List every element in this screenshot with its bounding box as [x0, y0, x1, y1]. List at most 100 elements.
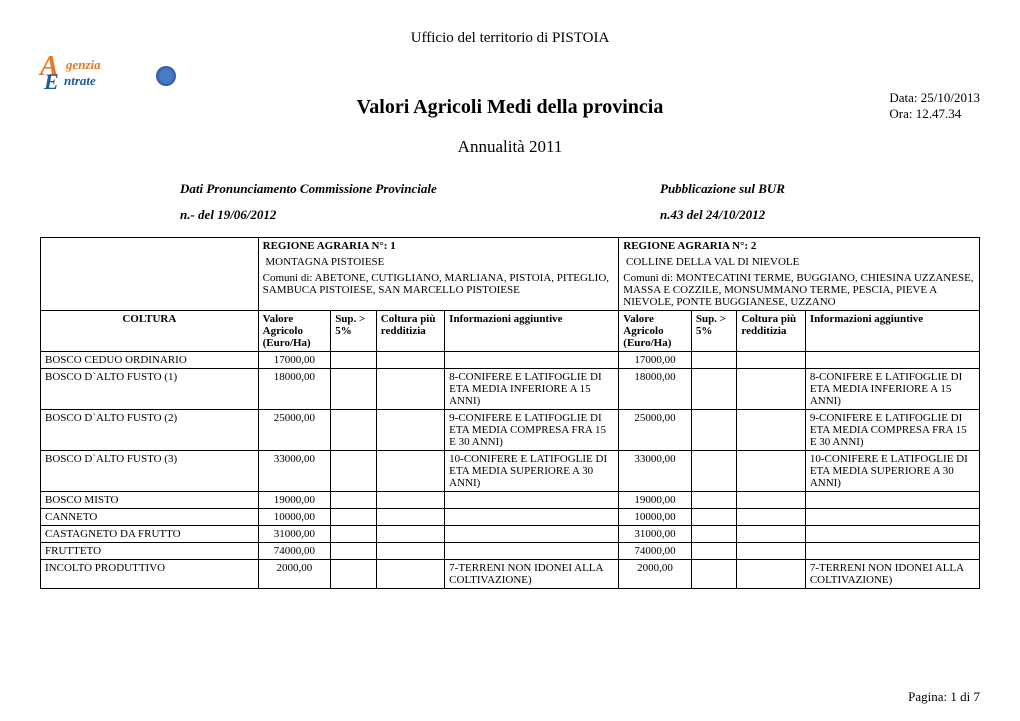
time-label: Ora: 12.47.34 — [889, 106, 980, 122]
cell-info-2 — [805, 543, 979, 560]
cell-sup-2 — [691, 543, 737, 560]
cell-valore-1: 74000,00 — [258, 543, 331, 560]
cell-coltura: BOSCO D`ALTO FUSTO (2) — [41, 410, 259, 451]
cell-info-2 — [805, 352, 979, 369]
cell-info-1 — [445, 509, 619, 526]
cell-valore-1: 19000,00 — [258, 492, 331, 509]
cell-sup-1 — [331, 369, 377, 410]
cell-info-2 — [805, 509, 979, 526]
agenzia-entrate-logo: A genzia E ntrate — [40, 55, 150, 90]
cell-redd-2 — [737, 369, 805, 410]
cell-info-2 — [805, 526, 979, 543]
cell-valore-1: 2000,00 — [258, 560, 331, 589]
cell-info-1 — [445, 543, 619, 560]
region2-name: COLLINE DELLA VAL DI NIEVOLE — [619, 254, 980, 270]
table-row: BOSCO D`ALTO FUSTO (1)18000,008-CONIFERE… — [41, 369, 980, 410]
cell-sup-2 — [691, 410, 737, 451]
cell-valore-1: 33000,00 — [258, 451, 331, 492]
cell-redd-1 — [376, 410, 444, 451]
page-footer: Pagina: 1 di 7 — [908, 689, 980, 705]
cell-info-2: 9-CONIFERE E LATIFOGLIE DI ETA MEDIA COM… — [805, 410, 979, 451]
meta-row-values: n.- del 19/06/2012 n.43 del 24/10/2012 — [40, 207, 980, 223]
cell-info-2: 8-CONIFERE E LATIFOGLIE DI ETA MEDIA INF… — [805, 369, 979, 410]
cell-redd-2 — [737, 509, 805, 526]
logo-letter-e: E — [44, 69, 59, 95]
cell-valore-2: 17000,00 — [619, 352, 692, 369]
cell-sup-1 — [331, 352, 377, 369]
cell-coltura: INCOLTO PRODUTTIVO — [41, 560, 259, 589]
cell-sup-2 — [691, 526, 737, 543]
cell-info-1: 9-CONIFERE E LATIFOGLIE DI ETA MEDIA COM… — [445, 410, 619, 451]
cell-sup-1 — [331, 451, 377, 492]
cell-sup-1 — [331, 509, 377, 526]
cell-valore-2: 19000,00 — [619, 492, 692, 509]
col-valore-1: Valore Agricolo (Euro/Ha) — [258, 311, 331, 352]
cell-redd-2 — [737, 543, 805, 560]
cell-coltura: BOSCO D`ALTO FUSTO (1) — [41, 369, 259, 410]
cell-redd-1 — [376, 369, 444, 410]
col-valore-2: Valore Agricolo (Euro/Ha) — [619, 311, 692, 352]
cell-redd-2 — [737, 352, 805, 369]
state-emblem-icon — [156, 66, 176, 86]
column-headers-row: COLTURA Valore Agricolo (Euro/Ha) Sup. >… — [41, 311, 980, 352]
table-row: BOSCO D`ALTO FUSTO (2)25000,00 9-CONIFERE… — [41, 410, 980, 451]
page-subtitle: Annualità 2011 — [40, 137, 980, 157]
cell-sup-2 — [691, 560, 737, 589]
cell-info-2: 10-CONIFERE E LATIFOGLIE DI ETA MEDIA SU… — [805, 451, 979, 492]
cell-valore-1: 25000,00 — [258, 410, 331, 451]
table-row: BOSCO D`ALTO FUSTO (3)33000,0010-CONIFER… — [41, 451, 980, 492]
cell-redd-2 — [737, 492, 805, 509]
cell-sup-1 — [331, 492, 377, 509]
logo-text-top: genzia — [66, 57, 101, 73]
cell-redd-1 — [376, 560, 444, 589]
office-name: Ufficio del territorio di PISTOIA — [40, 30, 980, 47]
table-row: CASTAGNETO DA FRUTTO31000,0031000,00 — [41, 526, 980, 543]
meta-left-value: n.- del 19/06/2012 — [180, 207, 660, 223]
cell-valore-1: 10000,00 — [258, 509, 331, 526]
cell-coltura: BOSCO MISTO — [41, 492, 259, 509]
region1-comuni: Comuni di: ABETONE, CUTIGLIANO, MARLIANA… — [258, 270, 619, 311]
cell-valore-2: 2000,00 — [619, 560, 692, 589]
cell-redd-1 — [376, 526, 444, 543]
cell-redd-2 — [737, 560, 805, 589]
logo-text-bottom: ntrate — [64, 73, 96, 89]
cell-redd-1 — [376, 451, 444, 492]
cell-redd-1 — [376, 492, 444, 509]
cell-redd-1 — [376, 543, 444, 560]
cell-valore-2: 74000,00 — [619, 543, 692, 560]
cell-info-2: 7-TERRENI NON IDONEI ALLA COLTIVAZIONE) — [805, 560, 979, 589]
cell-valore-1: 17000,00 — [258, 352, 331, 369]
cell-info-1 — [445, 352, 619, 369]
cell-sup-1 — [331, 560, 377, 589]
cell-redd-1 — [376, 352, 444, 369]
col-sup-1: Sup. > 5% — [331, 311, 377, 352]
page-title: Valori Agricoli Medi della provincia — [40, 96, 980, 119]
col-redditizia-1: Coltura più redditizia — [376, 311, 444, 352]
cell-sup-1 — [331, 410, 377, 451]
date-block: Data: 25/10/2013 Ora: 12.47.34 — [889, 90, 980, 122]
table-row: INCOLTO PRODUTTIVO2000,007-TERRENI NON I… — [41, 560, 980, 589]
cell-valore-1: 31000,00 — [258, 526, 331, 543]
region2-comuni: Comuni di: MONTECATINI TERME, BUGGIANO, … — [619, 270, 980, 311]
cell-info-1: 8-CONIFERE E LATIFOGLIE DI ETA MEDIA INF… — [445, 369, 619, 410]
cell-info-1 — [445, 492, 619, 509]
cell-redd-1 — [376, 509, 444, 526]
cell-sup-1 — [331, 543, 377, 560]
region1-header: REGIONE AGRARIA N°: 1 — [258, 238, 619, 255]
cell-valore-2: 31000,00 — [619, 526, 692, 543]
logo-row: A genzia E ntrate — [40, 55, 980, 90]
date-label: Data: 25/10/2013 — [889, 90, 980, 106]
cell-info-1 — [445, 526, 619, 543]
region1-name: MONTAGNA PISTOIESE — [258, 254, 619, 270]
cell-sup-2 — [691, 509, 737, 526]
col-sup-2: Sup. > 5% — [691, 311, 737, 352]
region-header-row: REGIONE AGRARIA N°: 1 REGIONE AGRARIA N°… — [41, 238, 980, 255]
meta-right-value: n.43 del 24/10/2012 — [660, 207, 765, 223]
cell-sup-2 — [691, 369, 737, 410]
cell-valore-2: 10000,00 — [619, 509, 692, 526]
cell-coltura: FRUTTETO — [41, 543, 259, 560]
cell-sup-2 — [691, 451, 737, 492]
meta-left-label: Dati Pronunciamento Commissione Provinci… — [180, 181, 660, 197]
col-redditizia-2: Coltura più redditizia — [737, 311, 805, 352]
meta-row-labels: Dati Pronunciamento Commissione Provinci… — [40, 181, 980, 197]
